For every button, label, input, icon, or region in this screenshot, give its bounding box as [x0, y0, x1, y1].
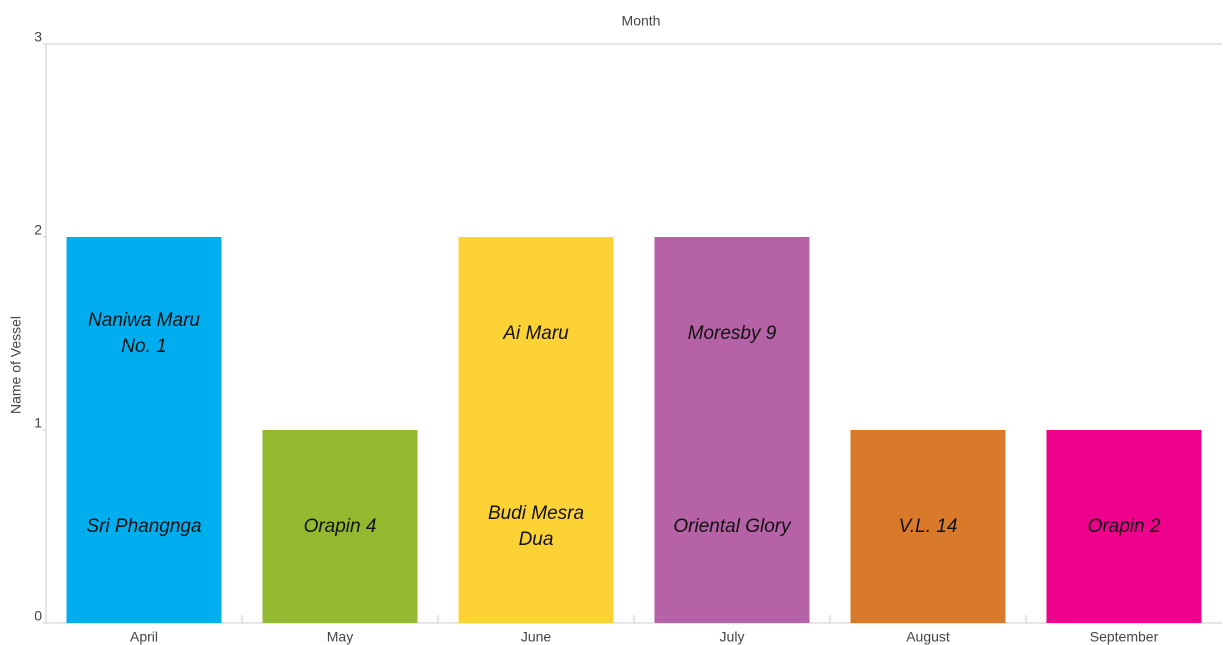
- vessel-label: Oriental Glory: [673, 515, 791, 537]
- x-tick-label: June: [521, 629, 552, 645]
- vessel-label: Sri Phangnga: [86, 515, 202, 537]
- y-tick-label: 2: [34, 222, 42, 238]
- vessel-label: Orapin 4: [303, 515, 377, 537]
- vessel-label: Budi Mesra Dua: [487, 502, 585, 550]
- x-tick-label: May: [327, 629, 353, 645]
- x-tick-label: July: [720, 629, 745, 645]
- bar: [1046, 430, 1202, 623]
- vessel-label: V.L. 14: [898, 515, 958, 537]
- x-tick-label: August: [906, 629, 950, 645]
- y-tick-label: 1: [34, 415, 42, 431]
- chart-title: Month: [622, 13, 661, 29]
- bar: [458, 237, 614, 623]
- vessel-label: Moresby 9: [687, 322, 777, 344]
- x-tick-label: April: [130, 629, 158, 645]
- y-axis-label: Name of Vessel: [8, 316, 24, 414]
- y-tick-label: 3: [34, 29, 42, 45]
- vessel-label: Ai Maru: [503, 322, 569, 344]
- bar: [850, 430, 1006, 623]
- vessel-label: Naniwa Maru No. 1: [88, 309, 200, 357]
- bar: [66, 237, 222, 623]
- bar: [262, 430, 418, 623]
- vessel-label: Orapin 2: [1087, 515, 1161, 537]
- x-tick-label: September: [1090, 629, 1159, 645]
- y-tick-label: 0: [34, 608, 42, 624]
- bar: [654, 237, 810, 623]
